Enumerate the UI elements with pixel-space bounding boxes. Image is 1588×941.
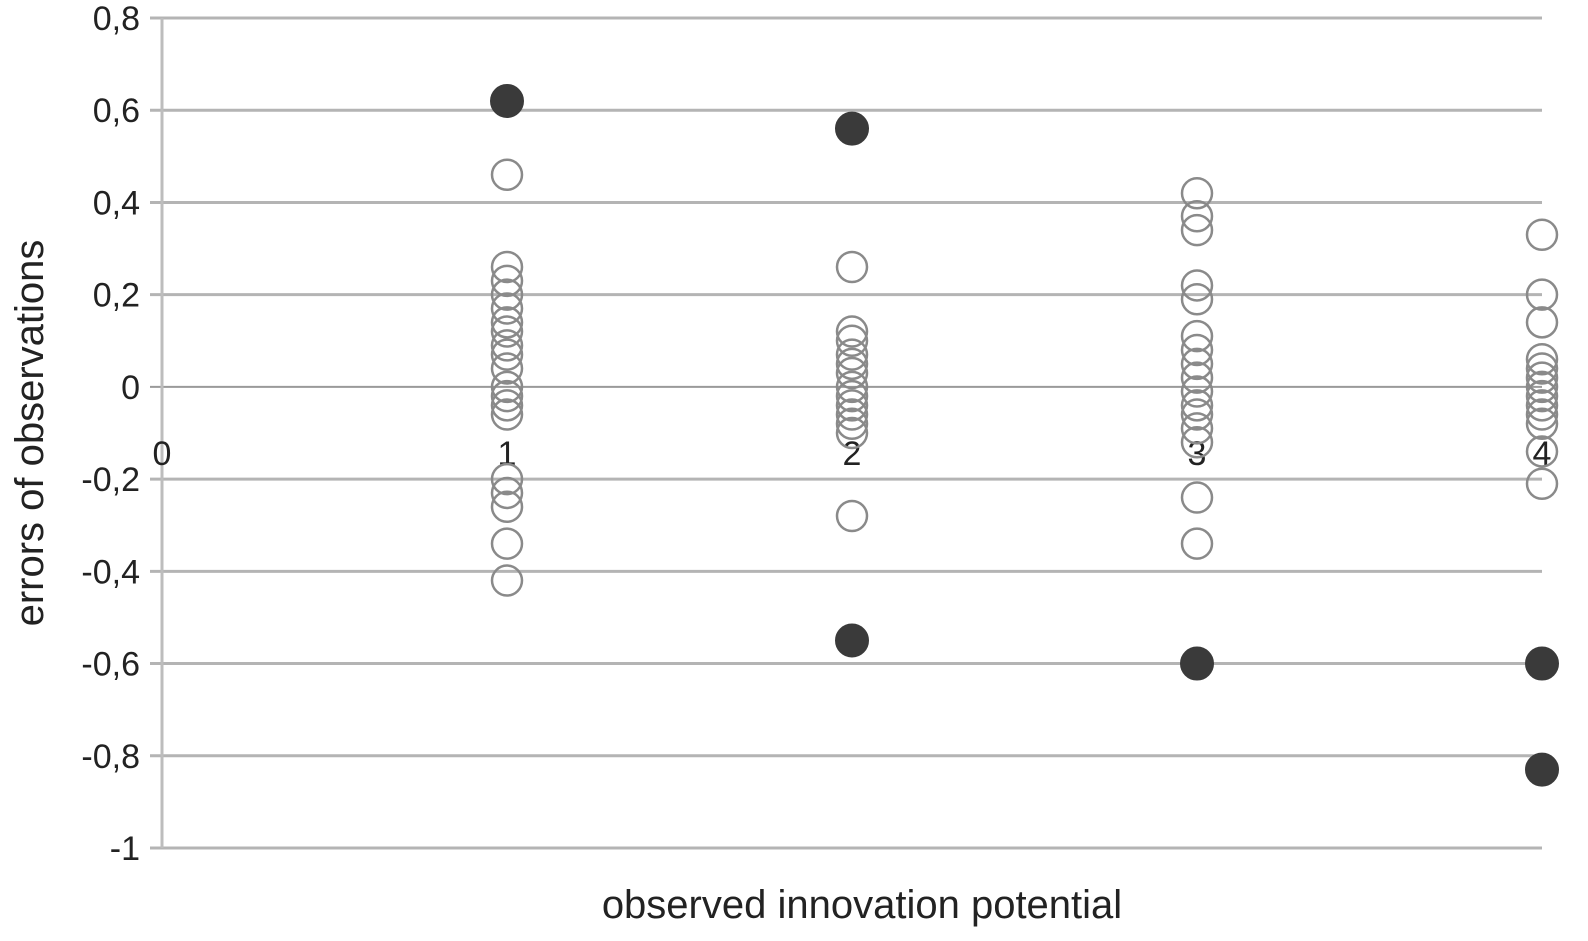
y-tick-labels: 0,8 0,6 0,4 0,2 0 -0,2 -0,4 -0,6 -0,8 -1 <box>81 0 140 868</box>
open-data-point <box>835 416 869 450</box>
open-data-point <box>490 158 524 192</box>
filled-data-point <box>490 84 524 118</box>
filled-data-point <box>835 623 869 658</box>
x-tick-label: 0 <box>153 435 172 473</box>
open-data-point <box>1180 283 1214 316</box>
open-data-point <box>1525 407 1559 441</box>
x-tick-label: 1 <box>498 435 517 473</box>
open-data-point <box>490 329 524 362</box>
open-data-point <box>835 499 869 533</box>
open-data-point <box>1180 481 1214 514</box>
open-data-point <box>1525 370 1559 404</box>
open-data-point <box>1180 412 1214 445</box>
open-data-point <box>490 250 524 284</box>
y-tick-label: 0,6 <box>93 92 140 130</box>
open-data-point <box>835 389 869 422</box>
open-data-point <box>835 338 869 371</box>
filled-data-point <box>835 111 869 146</box>
y-tick-label: -0,2 <box>81 461 140 499</box>
open-data-point <box>1525 398 1559 431</box>
open-data-point <box>1180 347 1214 381</box>
open-data-point <box>1525 379 1559 413</box>
y-tick-label: 0,4 <box>93 184 140 222</box>
open-data-point <box>490 292 524 325</box>
open-data-point <box>490 306 524 339</box>
filled-data-point <box>1525 752 1559 787</box>
open-data-point <box>1180 361 1214 394</box>
open-data-point <box>490 264 524 298</box>
open-data-point <box>490 338 524 371</box>
open-data-point <box>1180 319 1214 353</box>
y-tick-label: 0 <box>121 369 140 407</box>
open-data-point <box>490 527 524 560</box>
open-data-point <box>835 398 869 431</box>
open-data-point <box>490 462 524 496</box>
open-data-point <box>490 370 524 404</box>
y-tick-label: -0,4 <box>81 553 140 591</box>
open-data-point <box>1525 306 1559 339</box>
open-data-point <box>490 490 524 524</box>
open-data-point <box>1180 375 1214 408</box>
y-tick-label: 0,8 <box>93 0 140 38</box>
data-points <box>490 84 1559 787</box>
open-data-point <box>1180 425 1214 459</box>
y-tick-label: 0,2 <box>93 277 140 315</box>
open-data-point <box>490 398 524 431</box>
open-data-point <box>835 347 869 381</box>
open-data-point <box>835 324 869 358</box>
x-tick-labels: 0 1 2 3 4 <box>153 435 1552 473</box>
open-data-point <box>490 564 524 597</box>
open-data-point <box>1525 467 1559 500</box>
open-data-point <box>835 379 869 413</box>
filled-data-point <box>1180 646 1214 681</box>
y-axis-title: errors of observations <box>8 240 52 627</box>
open-data-point <box>1180 389 1214 422</box>
open-data-point <box>835 356 869 390</box>
open-data-point <box>490 315 524 348</box>
open-data-point <box>1525 218 1559 251</box>
open-data-point <box>1525 435 1559 468</box>
open-data-point <box>1525 278 1559 311</box>
open-data-point <box>1180 200 1214 233</box>
open-data-point <box>835 315 869 348</box>
x-tick-label: 2 <box>843 435 862 473</box>
open-data-point <box>1525 389 1559 422</box>
open-data-point <box>1525 342 1559 376</box>
open-data-point <box>835 250 869 284</box>
open-data-point <box>1525 361 1559 394</box>
x-tick-label: 3 <box>1188 435 1207 473</box>
y-tick-label: -0,8 <box>81 738 140 776</box>
open-data-point <box>1180 213 1214 247</box>
open-data-point <box>1525 352 1559 385</box>
x-axis-title: observed innovation potential <box>602 883 1122 927</box>
y-tick-label: -0,6 <box>81 646 140 684</box>
x-tick-label: 4 <box>1533 435 1552 473</box>
open-data-point <box>835 407 869 441</box>
open-data-point <box>490 389 524 422</box>
open-data-point <box>1180 398 1214 431</box>
open-data-point <box>490 379 524 413</box>
open-data-point <box>1180 269 1214 302</box>
filled-data-point <box>1525 646 1559 681</box>
open-data-point <box>490 278 524 311</box>
open-data-point <box>835 370 869 404</box>
open-data-point <box>490 352 524 385</box>
open-data-point <box>490 476 524 510</box>
open-data-point <box>1180 176 1214 210</box>
open-data-point <box>1180 527 1214 560</box>
open-data-point <box>1180 333 1214 367</box>
y-tick-label: -1 <box>110 830 140 868</box>
